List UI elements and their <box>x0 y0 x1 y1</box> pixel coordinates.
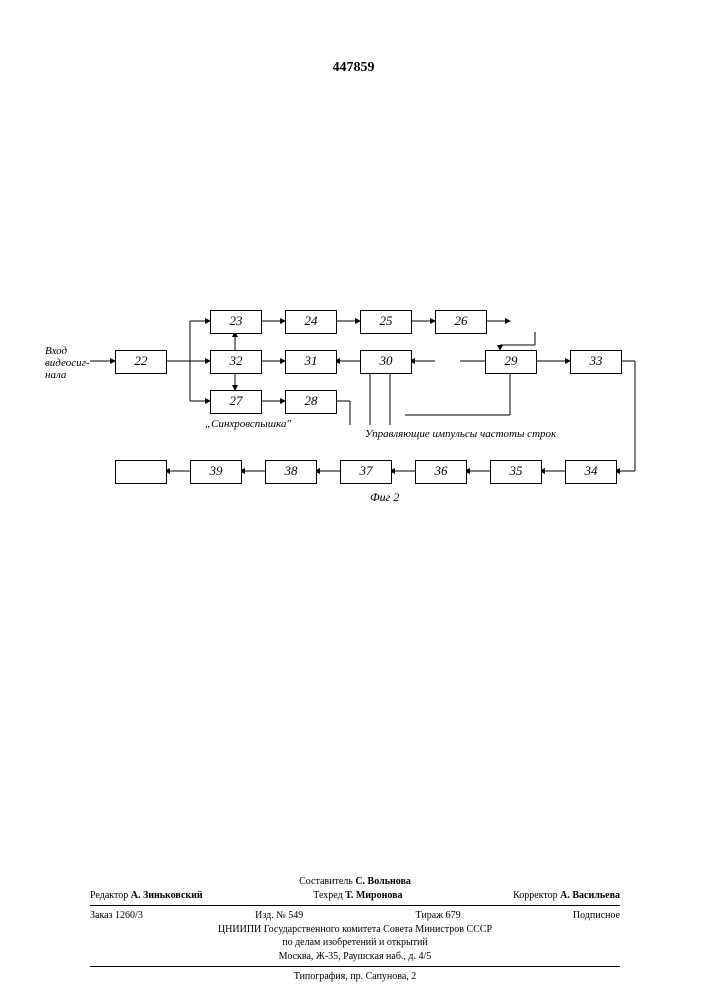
compiler-name: С. Вольнова <box>355 876 411 887</box>
block-38: 38 <box>265 460 317 484</box>
tech-label: Техред <box>313 890 342 901</box>
block-39: 39 <box>190 460 242 484</box>
input-label: Вход видеосиг-нала <box>45 345 100 381</box>
org-line1: ЦНИИПИ Государственного комитета Совета … <box>90 923 620 937</box>
figure-caption: Фиг 2 <box>370 490 399 505</box>
footer-block: Составитель С. Вольнова Редактор А. Зинь… <box>90 875 620 984</box>
block-24: 24 <box>285 310 337 334</box>
page-number: 447859 <box>333 60 375 76</box>
compiler-label: Составитель <box>299 876 353 887</box>
corrector-name: А. Васильева <box>560 890 620 901</box>
corrector-label: Корректор <box>513 890 558 901</box>
address: Москва, Ж-35, Раушская наб., д. 4/5 <box>90 950 620 964</box>
control-label: Управляющие импульсы частоты строк <box>365 428 556 440</box>
block-23: 23 <box>210 310 262 334</box>
block-33: 33 <box>570 350 622 374</box>
block-29: 29 <box>485 350 537 374</box>
block-32: 32 <box>210 350 262 374</box>
block-26: 26 <box>435 310 487 334</box>
block-36: 36 <box>415 460 467 484</box>
block-31: 31 <box>285 350 337 374</box>
tech-name: Т. Миронова <box>345 890 402 901</box>
block-25: 25 <box>360 310 412 334</box>
block-spare <box>115 460 167 484</box>
order-number: Заказ 1260/3 <box>90 909 143 923</box>
block-28: 28 <box>285 390 337 414</box>
block-37: 37 <box>340 460 392 484</box>
block-diagram: Вход видеосиг-нала „Синхровспышка" Управ… <box>60 290 650 550</box>
block-34: 34 <box>565 460 617 484</box>
izd-number: Изд. № 549 <box>255 909 303 923</box>
block-27: 27 <box>210 390 262 414</box>
diagram-wires <box>60 290 650 550</box>
subscription: Подписное <box>573 909 620 923</box>
org-line2: по делам изобретений и открытий <box>90 936 620 950</box>
typography: Типография, пр. Сапунова, 2 <box>90 970 620 984</box>
block-22: 22 <box>115 350 167 374</box>
block-30: 30 <box>360 350 412 374</box>
editor-name: А. Зиньковский <box>131 890 203 901</box>
block-35: 35 <box>490 460 542 484</box>
sync-label: „Синхровспышка" <box>205 418 291 430</box>
tirazh: Тираж 679 <box>416 909 461 923</box>
editor-label: Редактор <box>90 890 128 901</box>
